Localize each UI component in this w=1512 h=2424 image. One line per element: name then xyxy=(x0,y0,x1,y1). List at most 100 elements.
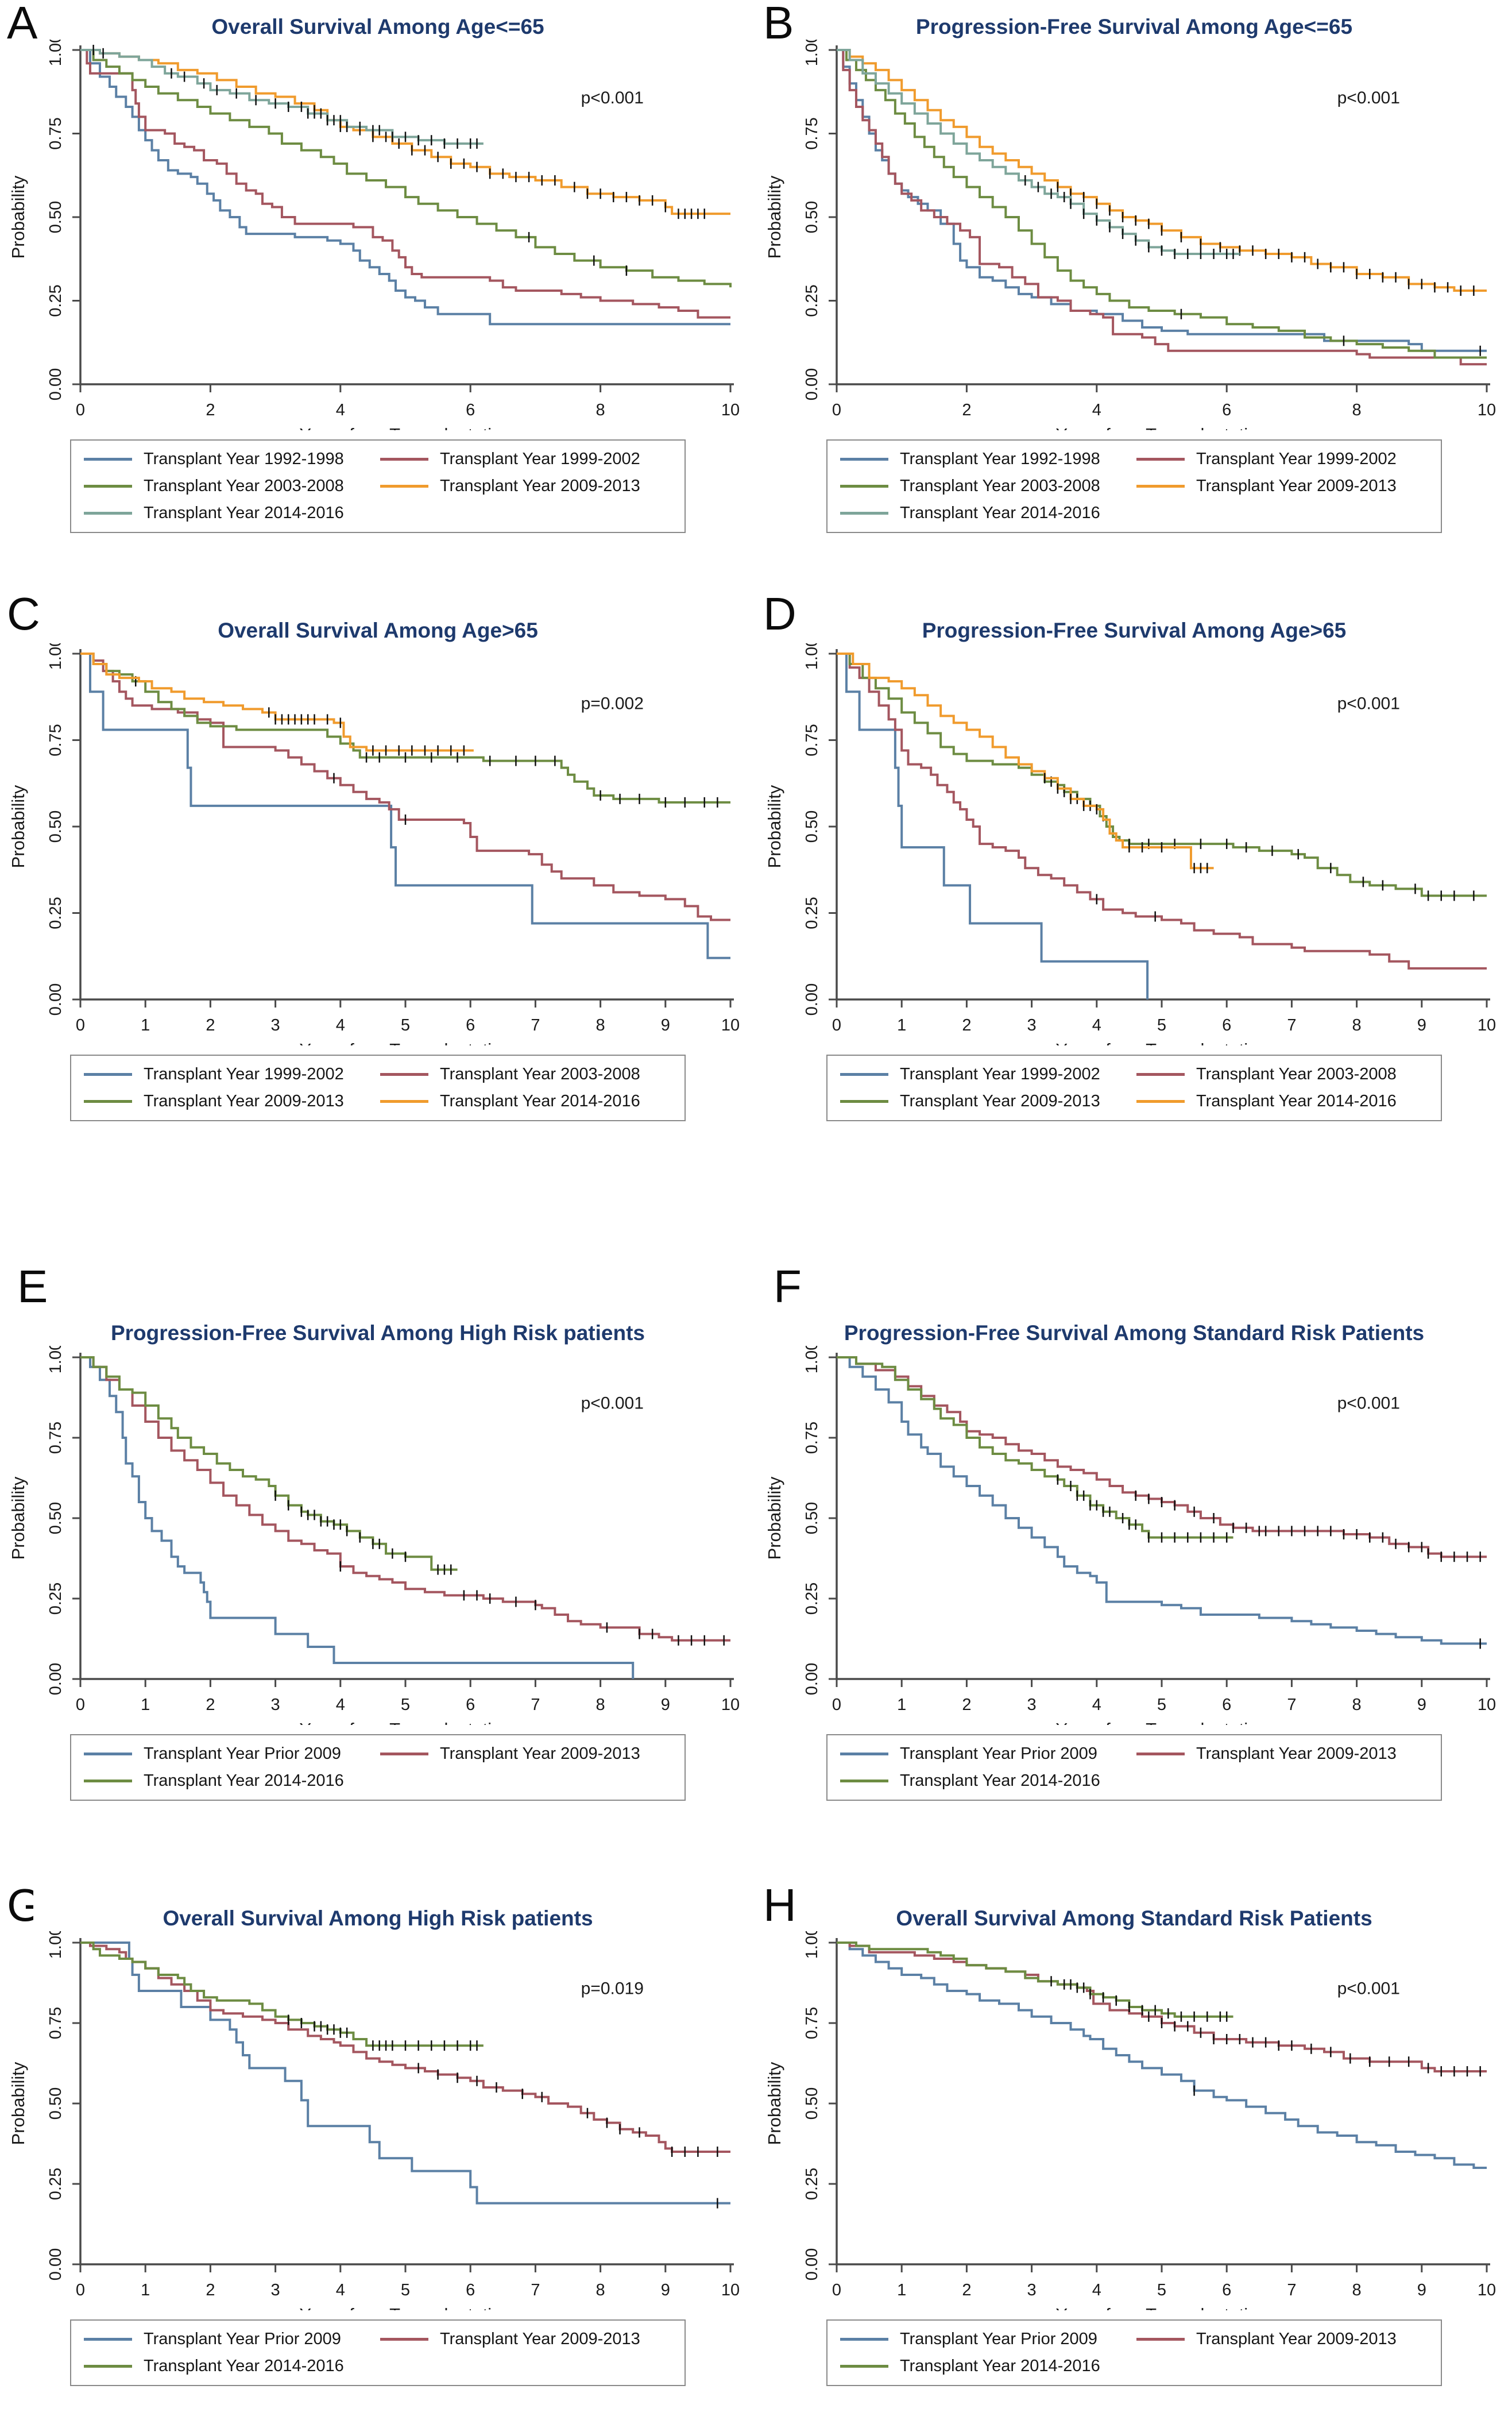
km-curve xyxy=(837,48,1487,365)
y-tick-label: 0.75 xyxy=(803,2006,821,2039)
y-tick-label: 0.25 xyxy=(47,1582,65,1614)
legend-item: Transplant Year Prior 2009 xyxy=(840,2330,1132,2349)
x-tick-label: 3 xyxy=(1027,1016,1037,1035)
p-value-label: p<0.001 xyxy=(581,1394,644,1412)
y-tick-label: 0.75 xyxy=(47,724,65,756)
axes: 0.00 0.25 0.50 0.75 1.00 0 2 4 6 8 10 Probability Ye… xyxy=(8,40,740,430)
legend-swatch xyxy=(840,511,888,515)
panel-letter: A xyxy=(7,0,38,48)
y-tick-label: 0.25 xyxy=(803,2167,821,2199)
legend-swatch xyxy=(1136,1072,1185,1076)
p-value-label: p=0.002 xyxy=(581,694,644,713)
legend-label: Transplant Year 2009-2013 xyxy=(900,1091,1100,1110)
x-tick-label: 8 xyxy=(1352,1696,1362,1714)
legend-item: Transplant Year 2003-2008 xyxy=(84,477,376,496)
legend-item: Transplant Year 2009-2013 xyxy=(1136,1744,1428,1763)
km-plot-G: 0.00 0.25 0.50 0.75 1.00 0 1 2 3 4 5 6 7 8 9 10 Probabil… xyxy=(8,1931,740,2310)
x-tick-label: 7 xyxy=(1287,2281,1296,2299)
km-curve xyxy=(837,652,1487,970)
legend-swatch xyxy=(1136,484,1185,488)
x-tick-label: 10 xyxy=(1478,2281,1496,2299)
panel-title: Overall Survival Among Age>65 xyxy=(218,619,538,642)
legend-item: Transplant Year Prior 2009 xyxy=(84,2330,376,2349)
y-tick-label: 1.00 xyxy=(47,1346,65,1373)
legend-item: Transplant Year 1992-1998 xyxy=(840,450,1132,469)
legend: Transplant Year 1992-1998 Transplant Year… xyxy=(826,439,1442,533)
censor-ticks xyxy=(1135,1490,1481,1562)
x-tick-label: 3 xyxy=(271,1016,280,1035)
y-axis-title: Probability xyxy=(8,2062,28,2145)
y-tick-label: 0.50 xyxy=(803,1502,821,1534)
x-tick-label: 10 xyxy=(721,401,740,419)
km-curve xyxy=(80,652,730,921)
y-tick-label: 0.75 xyxy=(47,1421,65,1453)
legend-label: Transplant Year 2014-2016 xyxy=(900,2356,1100,2375)
legend-swatch xyxy=(840,1099,888,1103)
x-tick-label: 1 xyxy=(141,1696,150,1714)
legend-label: Transplant Year 1999-2002 xyxy=(440,449,640,468)
legend-label: Transplant Year 2009-2013 xyxy=(1196,476,1397,495)
legend-item: Transplant Year 2009-2013 xyxy=(380,1744,672,1763)
panel-C: C Overall Survival Among Age>65 0.00 0.25… xyxy=(0,583,756,1160)
panel-title: Progression-Free Survival Among High Ris… xyxy=(110,1321,645,1345)
censor-ticks xyxy=(1043,773,1208,873)
censor-ticks xyxy=(1096,893,1156,922)
legend-item: Transplant Year 2014-2016 xyxy=(840,1771,1132,1790)
legend-label: Transplant Year Prior 2009 xyxy=(144,2329,341,2348)
legend-label: Transplant Year 2009-2013 xyxy=(144,1091,344,1110)
legend-item: Transplant Year 2009-2013 xyxy=(380,2330,672,2349)
x-tick-label: 0 xyxy=(832,401,841,419)
axes: 0.00 0.25 0.50 0.75 1.00 0 1 2 3 4 5 6 7 8 9 10 Probabil… xyxy=(8,1931,740,2310)
x-tick-label: 2 xyxy=(962,401,971,419)
x-tick-label: 3 xyxy=(271,1696,280,1714)
x-tick-label: 0 xyxy=(76,2281,85,2299)
x-tick-label: 10 xyxy=(721,2281,740,2299)
x-tick-label: 0 xyxy=(832,2281,841,2299)
legend-swatch xyxy=(84,1779,132,1782)
x-tick-label: 0 xyxy=(832,1696,841,1714)
x-tick-label: 10 xyxy=(721,1016,740,1035)
y-tick-label: 0.25 xyxy=(47,2167,65,2199)
km-plot-A: 0.00 0.25 0.50 0.75 1.00 0 2 4 6 8 10 Probability Ye… xyxy=(8,40,740,430)
x-tick-label: 4 xyxy=(336,1016,345,1035)
legend-swatch xyxy=(380,1099,428,1103)
x-tick-label: 6 xyxy=(1222,1016,1231,1035)
y-tick-label: 0.75 xyxy=(803,1421,821,1453)
x-axis-title: Years from Transplantation xyxy=(299,424,511,430)
x-tick-label: 1 xyxy=(897,1016,906,1035)
p-value-label: p<0.001 xyxy=(1337,88,1400,107)
y-tick-label: 0.25 xyxy=(47,284,65,316)
legend-swatch xyxy=(1136,1099,1185,1103)
x-tick-label: 9 xyxy=(1417,1016,1426,1035)
y-axis-title: Probability xyxy=(8,175,28,258)
x-tick-label: 3 xyxy=(1027,2281,1037,2299)
legend-swatch xyxy=(840,1072,888,1076)
x-tick-label: 9 xyxy=(1417,2281,1426,2299)
x-tick-label: 4 xyxy=(1092,2281,1101,2299)
legend-label: Transplant Year 2009-2013 xyxy=(1196,2329,1397,2348)
km-curve xyxy=(80,48,730,215)
panel-title: Overall Survival Among Age<=65 xyxy=(211,15,544,38)
x-tick-label: 2 xyxy=(206,1696,215,1714)
legend-item: Transplant Year 1992-1998 xyxy=(84,450,376,469)
axes: 0.00 0.25 0.50 0.75 1.00 0 1 2 3 4 5 6 7 8 9 10 Probabil… xyxy=(764,1931,1496,2310)
x-tick-label: 6 xyxy=(466,401,475,419)
x-tick-label: 2 xyxy=(962,2281,971,2299)
legend-label: Transplant Year 1999-2002 xyxy=(1196,449,1397,468)
x-tick-label: 4 xyxy=(1092,401,1101,419)
km-curve xyxy=(837,1941,1487,2072)
legend-item: Transplant Year 2009-2013 xyxy=(84,1092,376,1111)
km-curve xyxy=(80,1356,635,1679)
y-tick-label: 0.00 xyxy=(803,2248,821,2280)
legend-swatch xyxy=(84,1752,132,1755)
x-tick-label: 3 xyxy=(1027,1696,1037,1714)
km-curve xyxy=(837,1356,1233,1539)
x-tick-label: 3 xyxy=(271,2281,280,2299)
y-axis-title: Probability xyxy=(764,2062,784,2145)
y-tick-label: 1.00 xyxy=(803,643,821,670)
x-tick-label: 7 xyxy=(531,1016,540,1035)
y-tick-label: 0.75 xyxy=(803,117,821,149)
km-curve xyxy=(837,48,1240,255)
legend-swatch xyxy=(84,2337,132,2341)
y-axis-title: Probability xyxy=(764,1476,784,1560)
